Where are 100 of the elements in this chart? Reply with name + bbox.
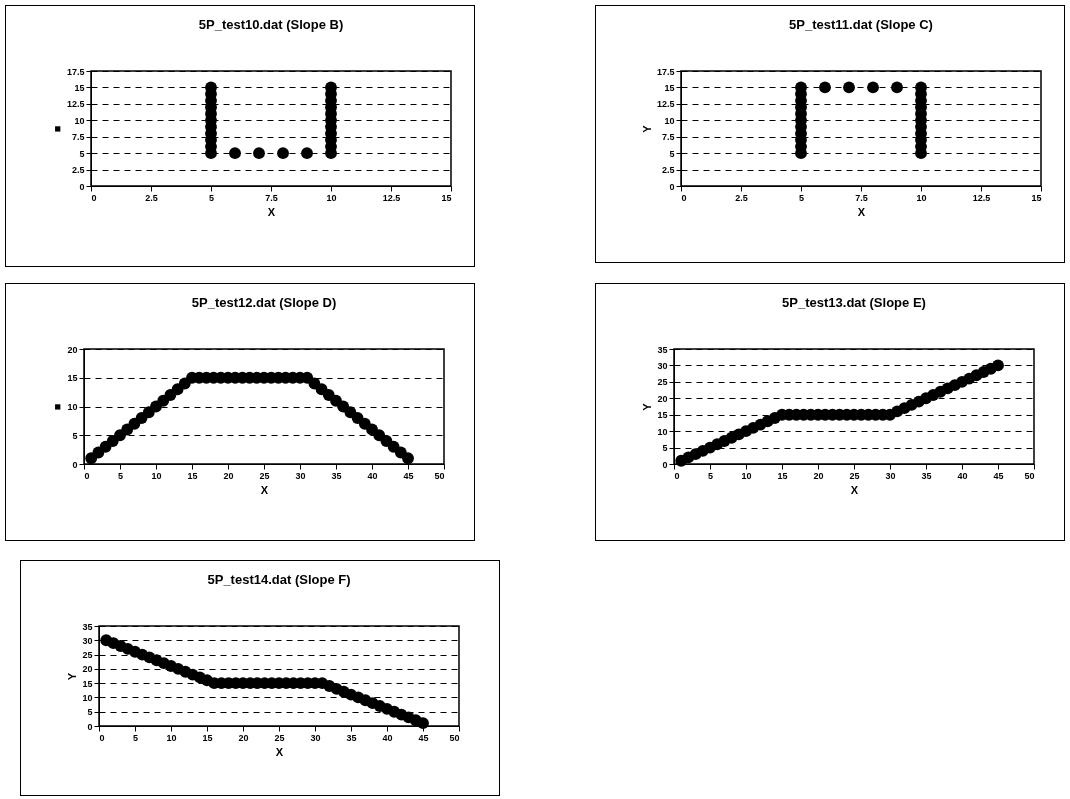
y-axis-title: Y	[66, 672, 79, 681]
y-tick-label: 0	[669, 181, 675, 192]
x-tick-label: 25	[274, 732, 285, 743]
y-tick-label: 10	[67, 402, 78, 412]
x-tick-label: 35	[331, 470, 342, 481]
y-tick-label: 10	[657, 426, 668, 437]
y-tick-label: 10	[664, 115, 675, 126]
x-tick-label: 15	[441, 192, 452, 203]
point	[867, 81, 879, 94]
x-tick-label: 45	[403, 470, 414, 481]
y-tick-label: 5	[662, 443, 668, 454]
y-tick-label: 10	[82, 692, 93, 703]
x-tick-label: 12.5	[972, 192, 991, 203]
chart-title: 5P_test14.dat (Slope F)	[207, 572, 351, 587]
y-axis-title: ■	[51, 403, 64, 411]
x-tick-label: 30	[295, 470, 306, 481]
y-tick-label: 7.5	[661, 132, 675, 143]
y-tick-label: 5	[669, 148, 675, 159]
x-tick-label: 40	[367, 470, 378, 481]
x-tick-label: 30	[310, 732, 321, 743]
y-tick-label: 20	[657, 393, 668, 404]
chart-title: 5P_test13.dat (Slope E)	[782, 295, 926, 310]
point	[819, 81, 831, 94]
y-tick-label: 35	[657, 344, 668, 355]
y-tick-label: 20	[82, 664, 93, 675]
x-tick-label: 30	[885, 470, 896, 481]
x-tick-label: 5	[117, 470, 124, 481]
x-tick-label: 7.5	[855, 192, 868, 203]
x-tick-label: 50	[434, 470, 445, 481]
y-tick-label: 20	[67, 344, 78, 355]
y-tick-label: 5	[72, 430, 78, 441]
x-tick-label: 10	[151, 470, 162, 481]
x-tick-label: 12.5	[382, 192, 401, 203]
y-tick-label: 0	[87, 721, 93, 732]
y-tick-label: 35	[82, 621, 93, 632]
y-tick-label: 17.5	[66, 66, 85, 77]
x-axis-title: X	[267, 205, 276, 218]
x-tick-label: 25	[259, 470, 270, 481]
x-tick-label: 7.5	[265, 192, 278, 203]
chart-title: 5P_test11.dat (Slope C)	[789, 17, 933, 32]
y-tick-label: 15	[74, 82, 85, 93]
y-tick-label: 15	[664, 82, 675, 93]
y-axis-title: ■	[50, 125, 63, 133]
y-tick-label: 30	[82, 635, 93, 646]
y-tick-label: 12.5	[66, 99, 85, 110]
x-tick-label: 15	[777, 470, 788, 481]
y-tick-label: 0	[72, 459, 78, 470]
x-tick-label: 35	[921, 470, 932, 481]
x-tick-label: 2.5	[145, 192, 158, 203]
x-tick-label: 20	[223, 470, 234, 481]
y-axis-title: Y	[641, 402, 654, 411]
y-tick-label: 15	[82, 678, 93, 689]
y-tick-label: 5	[87, 707, 93, 718]
y-axis-title: Y	[640, 124, 653, 133]
y-tick-label: 25	[657, 377, 668, 388]
y-tick-label: 15	[67, 373, 78, 384]
x-tick-label: 2.5	[735, 192, 748, 203]
x-tick-label: 40	[382, 732, 393, 743]
y-tick-label: 30	[657, 360, 668, 371]
x-tick-label: 45	[418, 732, 429, 743]
x-tick-label: 15	[1031, 192, 1042, 203]
x-tick-label: 5	[707, 470, 714, 481]
x-tick-label: 5	[798, 192, 805, 203]
x-tick-label: 35	[346, 732, 357, 743]
x-tick-label: 25	[849, 470, 860, 481]
y-tick-label: 0	[79, 181, 85, 192]
point	[417, 717, 429, 730]
x-axis-title: X	[260, 483, 269, 496]
chart-title: 5P_test10.dat (Slope B)	[198, 17, 344, 32]
x-tick-label: 5	[132, 732, 139, 743]
point	[253, 147, 265, 160]
x-tick-label: 10	[916, 192, 927, 203]
x-tick-label: 0	[99, 732, 105, 743]
point	[301, 147, 313, 160]
y-tick-label: 7.5	[71, 132, 85, 143]
x-tick-label: 40	[957, 470, 968, 481]
x-axis-title: X	[850, 483, 859, 496]
x-tick-label: 50	[449, 732, 460, 743]
y-tick-label: 2.5	[71, 165, 85, 176]
x-tick-label: 0	[681, 192, 687, 203]
y-tick-label: 0	[662, 459, 668, 470]
x-tick-label: 20	[238, 732, 249, 743]
y-tick-label: 5	[79, 148, 85, 159]
point	[843, 81, 855, 94]
x-tick-label: 20	[813, 470, 824, 481]
x-tick-label: 45	[993, 470, 1004, 481]
chart-title: 5P_test12.dat (Slope D)	[191, 295, 337, 310]
y-tick-label: 25	[82, 650, 93, 661]
y-tick-label: 2.5	[661, 165, 675, 176]
point	[992, 359, 1004, 372]
point	[402, 452, 414, 465]
x-tick-label: 15	[187, 470, 198, 481]
x-tick-label: 10	[166, 732, 177, 743]
point	[277, 147, 289, 160]
y-tick-label: 15	[657, 410, 668, 421]
y-tick-label: 17.5	[656, 66, 675, 77]
x-tick-label: 10	[741, 470, 752, 481]
y-tick-label: 12.5	[656, 99, 675, 110]
x-tick-label: 10	[326, 192, 337, 203]
x-tick-label: 50	[1024, 470, 1035, 481]
